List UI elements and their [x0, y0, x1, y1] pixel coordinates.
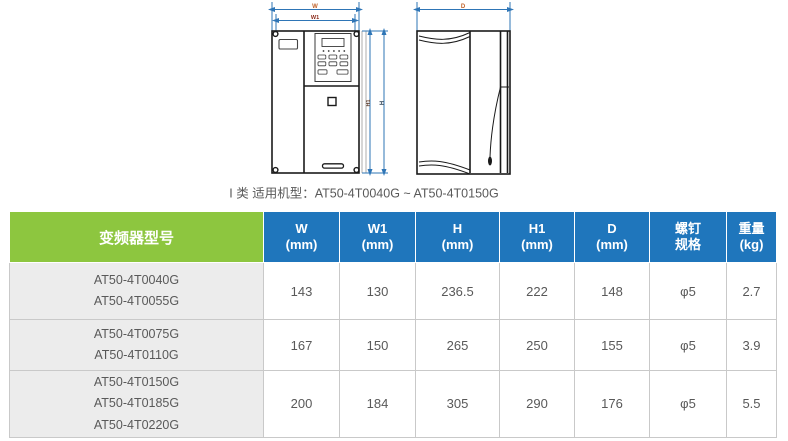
svg-text:H: H: [380, 101, 386, 105]
svg-text:H1: H1: [366, 99, 372, 106]
svg-text:I 类 适用机型：AT50-4T0040G ~ AT50-4: I 类 适用机型：AT50-4T0040G ~ AT50-4T0150G: [229, 187, 498, 201]
svg-text:W: W: [312, 4, 318, 10]
svg-text:W1: W1: [311, 15, 319, 21]
svg-text:D: D: [461, 4, 466, 10]
